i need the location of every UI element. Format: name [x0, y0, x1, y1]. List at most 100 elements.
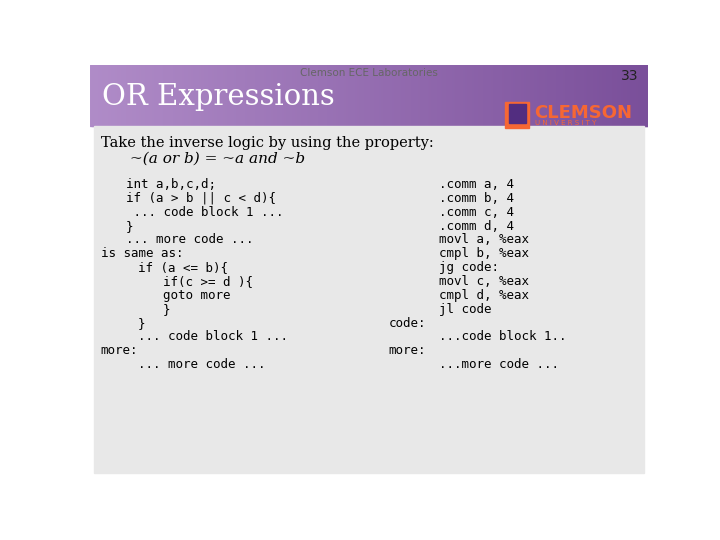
Bar	[498, 65, 500, 126]
Bar	[122, 65, 125, 126]
Bar	[503, 65, 505, 126]
Bar	[577, 65, 580, 126]
Bar	[464, 65, 467, 126]
Bar	[590, 65, 593, 126]
Bar	[533, 65, 535, 126]
Text: OR Expressions: OR Expressions	[102, 83, 335, 111]
Bar	[183, 65, 186, 126]
Bar	[536, 65, 539, 126]
Bar	[453, 65, 455, 126]
Bar	[145, 65, 148, 126]
Bar	[253, 65, 256, 126]
Bar	[170, 65, 173, 126]
Text: more:: more:	[101, 345, 138, 357]
Bar	[258, 65, 260, 126]
Bar	[274, 65, 276, 126]
Bar	[607, 65, 610, 126]
Bar	[310, 65, 312, 126]
Bar	[629, 65, 632, 126]
Text: int a,b,c,d;: int a,b,c,d;	[126, 178, 216, 191]
Bar	[547, 65, 550, 126]
Bar	[399, 65, 401, 126]
Bar	[447, 65, 450, 126]
Bar	[449, 65, 451, 126]
Bar	[96, 65, 98, 126]
Bar	[120, 65, 122, 126]
Bar	[508, 104, 526, 123]
Bar	[603, 65, 606, 126]
Bar	[466, 65, 468, 126]
Bar	[615, 65, 617, 126]
Bar	[492, 65, 495, 126]
Bar	[302, 65, 305, 126]
Bar	[148, 65, 150, 126]
Bar	[94, 65, 96, 126]
Bar	[412, 65, 415, 126]
Bar	[360, 65, 362, 126]
Bar	[499, 65, 502, 126]
Text: movl c, %eax: movl c, %eax	[438, 275, 528, 288]
Bar	[231, 65, 234, 126]
Bar	[150, 65, 152, 126]
Bar	[194, 65, 197, 126]
Bar	[469, 65, 472, 126]
Bar	[561, 65, 563, 126]
Bar	[132, 65, 135, 126]
Bar	[644, 65, 647, 126]
Bar	[209, 65, 212, 126]
Bar	[408, 65, 410, 126]
Bar	[467, 65, 470, 126]
Text: if(c >= d ){: if(c >= d ){	[163, 275, 253, 288]
Bar	[382, 65, 384, 126]
Bar	[176, 65, 178, 126]
Text: CLEMSON: CLEMSON	[534, 104, 632, 122]
Bar	[181, 65, 184, 126]
Bar	[129, 65, 132, 126]
Text: .comm c, 4: .comm c, 4	[438, 206, 514, 219]
Text: cmpl d, %eax: cmpl d, %eax	[438, 289, 528, 302]
Bar	[319, 65, 321, 126]
Bar	[410, 65, 413, 126]
Bar	[390, 65, 392, 126]
Bar	[600, 65, 602, 126]
Bar	[432, 65, 435, 126]
Bar	[172, 65, 174, 126]
Bar	[280, 65, 282, 126]
Bar	[639, 65, 642, 126]
Bar	[235, 65, 238, 126]
Bar	[440, 65, 442, 126]
Bar	[304, 65, 307, 126]
Bar	[481, 65, 483, 126]
Bar	[421, 65, 423, 126]
Bar	[371, 65, 374, 126]
Text: .comm b, 4: .comm b, 4	[438, 192, 514, 205]
Bar	[94, 126, 644, 473]
Bar	[248, 65, 251, 126]
Text: jl code: jl code	[438, 303, 491, 316]
Bar	[166, 65, 169, 126]
Text: .comm a, 4: .comm a, 4	[438, 178, 514, 191]
Bar	[330, 65, 333, 126]
Bar	[428, 65, 431, 126]
Bar	[101, 65, 104, 126]
Bar	[356, 65, 359, 126]
Bar	[546, 65, 549, 126]
Bar	[572, 65, 575, 126]
Bar	[137, 65, 139, 126]
Bar	[459, 65, 461, 126]
Bar	[387, 65, 390, 126]
Bar	[378, 65, 381, 126]
Bar	[598, 65, 600, 126]
Text: Take the inverse logic by using the property:: Take the inverse logic by using the prop…	[101, 136, 433, 150]
Text: code:: code:	[388, 316, 426, 329]
Bar	[485, 65, 487, 126]
Bar	[456, 65, 459, 126]
Bar	[477, 65, 480, 126]
Bar	[259, 65, 262, 126]
Bar	[631, 65, 634, 126]
Bar	[233, 65, 236, 126]
Bar	[127, 65, 130, 126]
Bar	[587, 65, 589, 126]
Bar	[510, 65, 513, 126]
Bar	[593, 65, 595, 126]
